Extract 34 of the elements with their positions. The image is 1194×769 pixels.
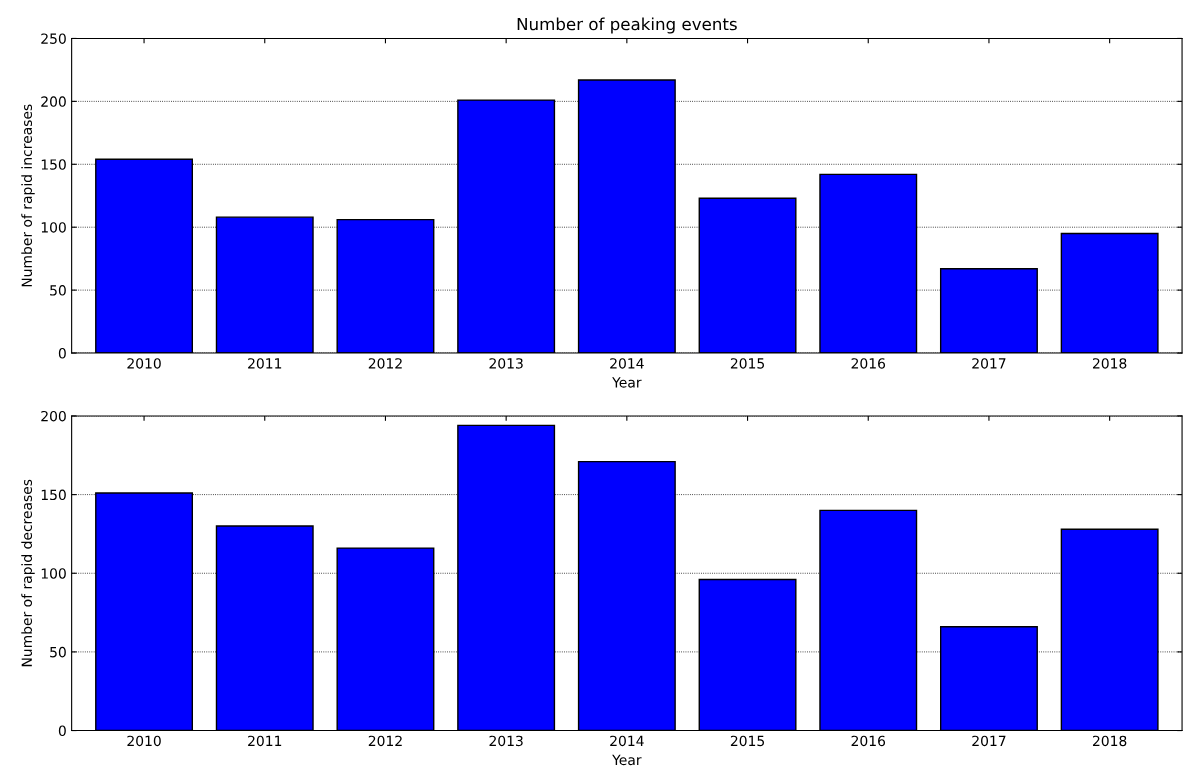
- x-tick-label: 2014: [610, 358, 644, 369]
- x-tick-label: 2011: [248, 735, 282, 747]
- y-tick-label: 200: [41, 410, 66, 422]
- x-tick-label: 2018: [1092, 358, 1127, 369]
- y-tick-label: 150: [41, 159, 66, 170]
- x-tick-label: 2015: [730, 735, 765, 747]
- y-tick-label: 50: [50, 285, 66, 296]
- x-tick-label: 2018: [1092, 735, 1127, 747]
- x-tick-label: 2012: [368, 735, 402, 747]
- x-tick-label: 2011: [248, 358, 282, 369]
- y-tick-label: 0: [58, 348, 66, 359]
- x-tick-label: 2015: [730, 358, 765, 369]
- y-tick-label: 250: [41, 33, 66, 44]
- x-tick-label: 2013: [489, 735, 523, 747]
- x-tick-label: 2016: [851, 735, 886, 747]
- y-axis-title: Number of rapid decreases: [21, 479, 35, 667]
- x-tick-label: 2012: [368, 358, 402, 369]
- x-tick-label: 2013: [489, 358, 523, 369]
- y-tick-label: 150: [41, 489, 66, 501]
- y-tick-label: 100: [41, 222, 66, 233]
- y-tick-label: 50: [50, 646, 66, 658]
- y-tick-label: 200: [41, 96, 66, 107]
- chart-title: Number of peaking events: [517, 17, 737, 34]
- x-axis-title: Year: [612, 377, 642, 388]
- x-tick-label: 2010: [127, 358, 161, 369]
- x-tick-label: 2016: [851, 358, 886, 369]
- y-axis-title: Number of rapid increases: [21, 104, 35, 287]
- x-axis-title: Year: [612, 754, 642, 766]
- y-tick-label: 0: [58, 725, 66, 737]
- x-tick-label: 2010: [127, 735, 161, 747]
- x-tick-label: 2017: [972, 358, 1006, 369]
- x-tick-label: 2014: [610, 735, 644, 747]
- x-tick-label: 2017: [972, 735, 1006, 747]
- y-tick-label: 100: [41, 568, 66, 579]
